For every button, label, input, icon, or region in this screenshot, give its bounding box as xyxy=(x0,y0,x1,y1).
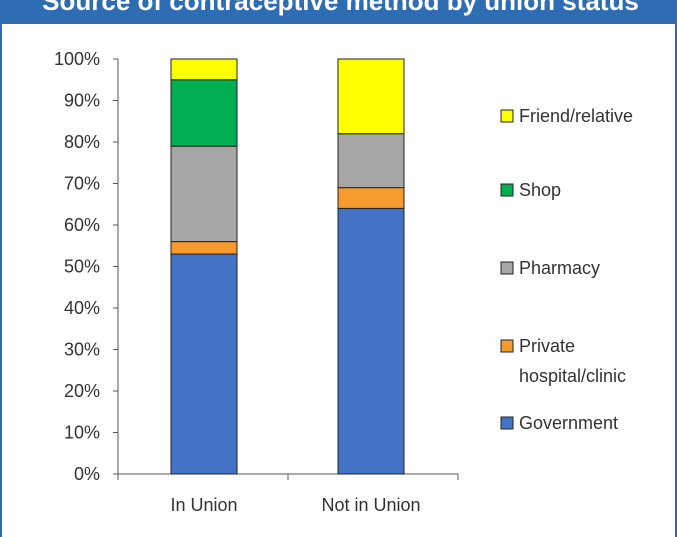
legend-label: Private hospital/clinic xyxy=(519,336,626,386)
bars xyxy=(170,58,405,475)
y-tick-label: 20% xyxy=(64,381,100,401)
legend-swatch xyxy=(500,416,514,430)
legend-swatch xyxy=(500,339,514,353)
y-tick-label: 10% xyxy=(64,423,100,443)
bar-segment xyxy=(337,58,405,135)
bar-segment xyxy=(170,145,238,243)
y-tick-label: 50% xyxy=(64,257,100,277)
tick-labels: 0% 10% 20% 30% 40% 50% 60% 70% 80% 90% 100% In Unio… xyxy=(54,49,421,515)
bar-segment xyxy=(337,207,405,475)
legend-swatch xyxy=(500,109,514,123)
chart-title: Source of contraceptive method by union … xyxy=(42,0,639,16)
y-tick-label: 40% xyxy=(64,298,100,318)
y-tick-label: 60% xyxy=(64,215,100,235)
x-tick-label: In Union xyxy=(170,495,237,515)
y-tick-label: 100% xyxy=(54,49,100,69)
y-tick-label: 80% xyxy=(64,132,100,152)
bar-segment xyxy=(170,58,238,81)
legend-swatch xyxy=(500,183,514,197)
legend-label: Government xyxy=(519,413,618,433)
y-tick-label: 30% xyxy=(64,340,100,360)
axes xyxy=(113,58,459,480)
legend: Friend/relative Shop Pharmacy Private hospit… xyxy=(500,106,633,433)
bar-segment xyxy=(337,133,405,189)
legend-label: Pharmacy xyxy=(519,258,600,278)
y-tick-label: 90% xyxy=(64,91,100,111)
legend-label: Shop xyxy=(519,180,561,200)
bar-segment xyxy=(337,187,405,209)
bar-segment xyxy=(170,253,238,475)
x-tick-label: Not in Union xyxy=(321,495,420,515)
bar-segment xyxy=(170,241,238,255)
y-tick-label: 0% xyxy=(74,464,100,484)
y-tick-label: 70% xyxy=(64,174,100,194)
title-bar: Source of contraceptive method by union … xyxy=(2,0,677,24)
legend-swatch xyxy=(500,261,514,275)
legend-label: Friend/relative xyxy=(519,106,633,126)
bar-segment xyxy=(170,79,238,147)
